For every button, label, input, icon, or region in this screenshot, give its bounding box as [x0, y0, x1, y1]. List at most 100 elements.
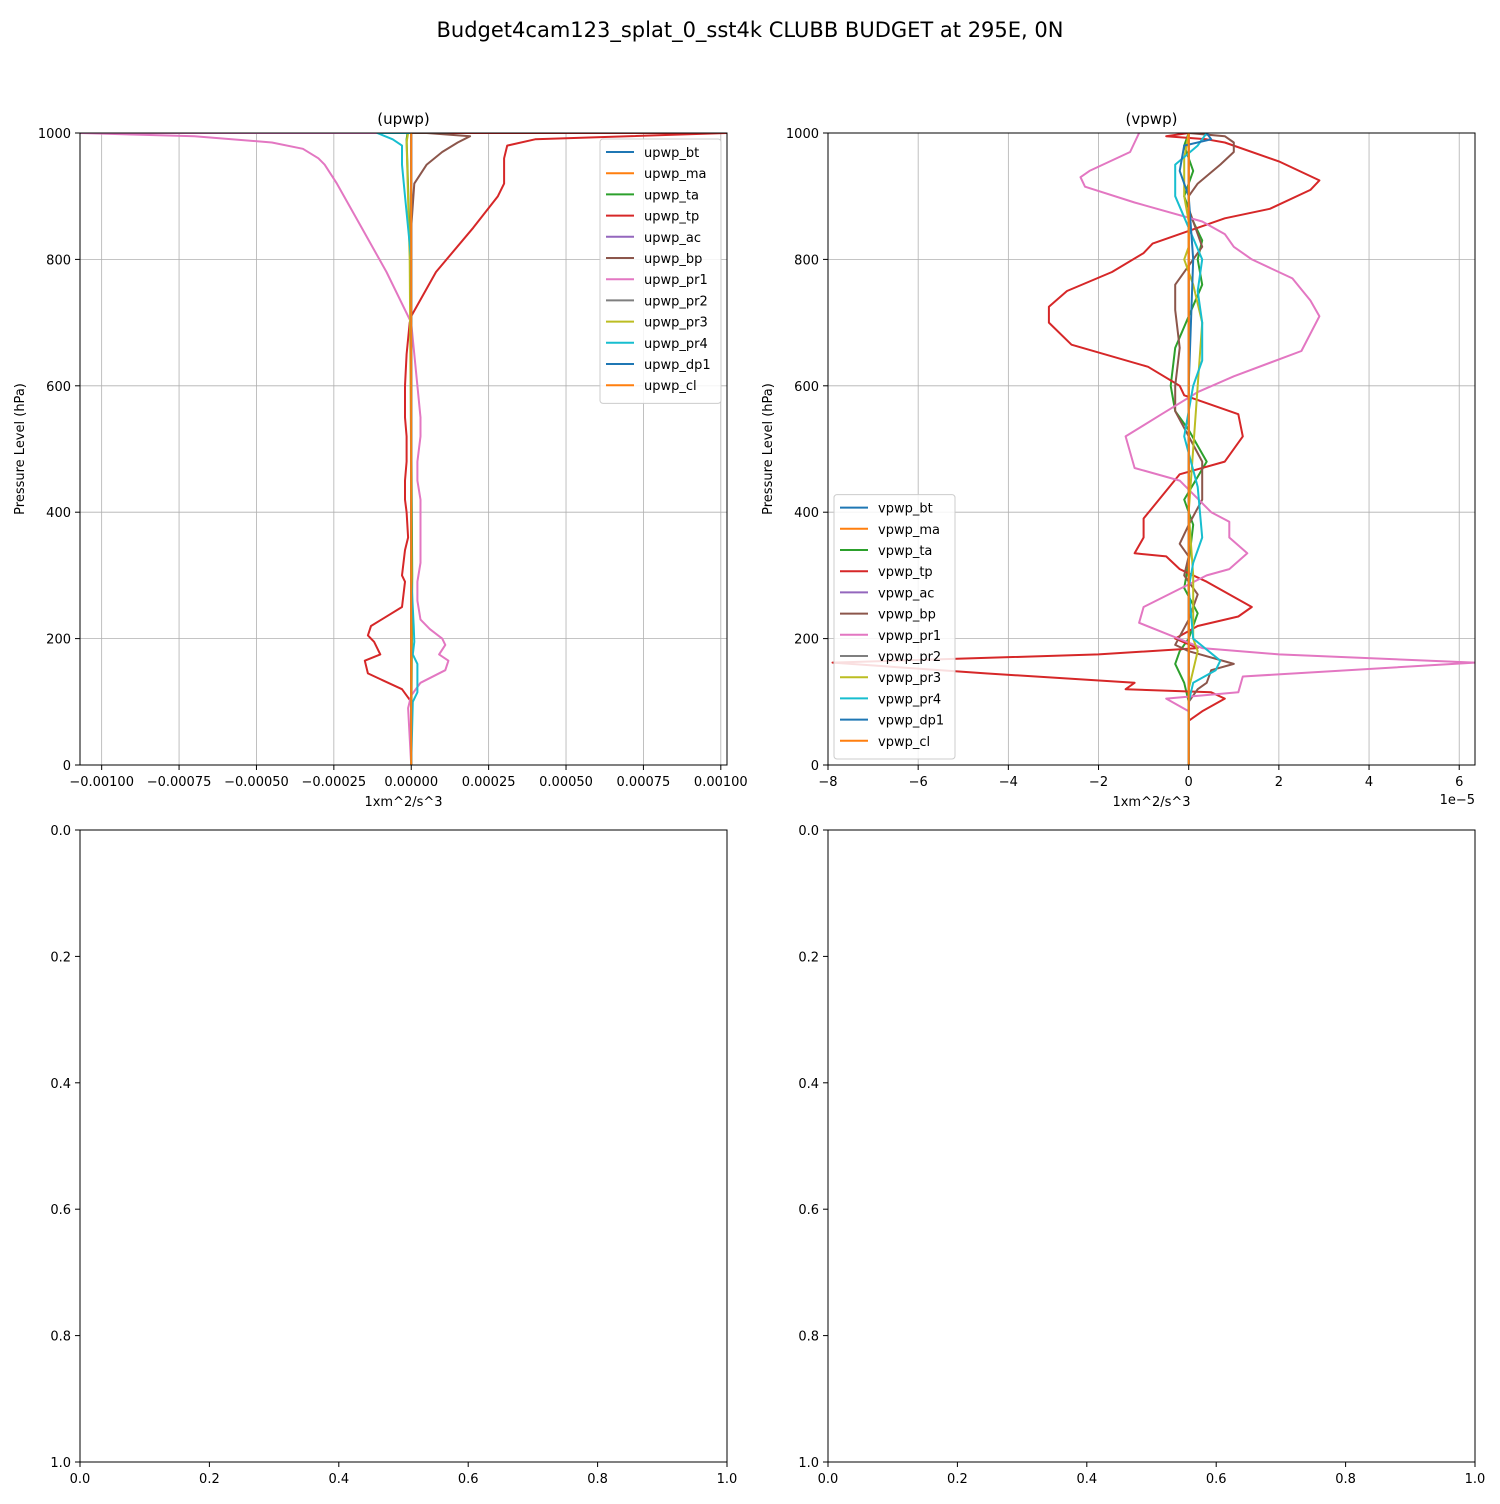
panel-1-xtick-label-2: −0.00050 [224, 775, 289, 790]
legend-label-upwp_pr3: upwp_pr3 [644, 316, 708, 331]
panel-1-xlabel: 1xm^2/s^3 [364, 795, 442, 810]
legend-label-vpwp_pr3: vpwp_pr3 [878, 671, 941, 686]
panel-4-xtick-label-4: 0.8 [1335, 1472, 1356, 1487]
panel-2-ytick-label-4: 800 [794, 253, 819, 268]
legend-label-upwp_bp: upwp_bp [644, 252, 702, 267]
panel-2-xtick-label-4: 0 [1185, 775, 1193, 790]
panel-3-frame [79, 829, 728, 1463]
panel-2-legend: vpwp_bt vpwp_ma vpwp_ta vpwp_tp vpwp_ac vpwp_… [833, 494, 956, 760]
legend-label-vpwp_bp: vpwp_bp [878, 608, 936, 623]
panel-1-xtick-label-0: −0.00100 [69, 775, 134, 790]
panel-2-frame [827, 132, 1476, 766]
series-upwp_pr1 [80, 133, 450, 765]
panel-2-xtick-label-2: −4 [999, 775, 1018, 790]
panel-1-xtick-label-1: −0.00075 [147, 775, 212, 790]
panel-4-ytick-label-5: 1.0 [798, 1456, 819, 1471]
legend-label-upwp_cl: upwp_cl [644, 379, 697, 394]
figure-title: Budget4cam123_splat_0_sst4k CLUBB BUDGET… [437, 18, 1064, 43]
panel-1-ylabel: Pressure Level (hPa) [13, 383, 28, 515]
panel-2: −8 −6 −4 −2 0 2 4 6 0 200 400 600 800 1000 (vpwp) 1xm^2… [761, 110, 1476, 810]
panel-1-frame [79, 132, 728, 766]
panel-3-xtick-label-3: 0.6 [458, 1472, 479, 1487]
panel-3: 0.0 0.2 0.4 0.6 0.8 1.00.00.20.40.60.81.0 [50, 824, 737, 1487]
panel-2-xtick-label-6: 4 [1365, 775, 1373, 790]
legend-label-upwp_bt: upwp_bt [644, 146, 699, 161]
legend-label-upwp_dp1: upwp_dp1 [644, 358, 711, 373]
panel-2-xtick-label-5: 2 [1275, 775, 1283, 790]
panel-4-xtick-label-5: 1.0 [1465, 1472, 1486, 1487]
panel-1-ytick-label-1: 200 [46, 633, 71, 648]
legend-label-vpwp_bt: vpwp_bt [878, 502, 933, 517]
panel-1-xtick-label-3: −0.00025 [302, 775, 367, 790]
panel-3-ytick-label-2: 0.4 [50, 1077, 71, 1092]
panel-2-series [831, 133, 1475, 765]
panel-4-ytick-label-2: 0.4 [798, 1077, 819, 1092]
legend-label-vpwp_ac: vpwp_ac [878, 586, 934, 601]
panel-1-xtick-label-8: 0.00100 [694, 775, 748, 790]
panel-4-xtick-label-0: 0.0 [818, 1472, 839, 1487]
panel-2-xtick-label-0: −8 [818, 775, 837, 790]
panel-4-ytick-label-4: 0.8 [798, 1330, 819, 1345]
legend-label-vpwp_dp1: vpwp_dp1 [878, 714, 944, 729]
legend-label-vpwp_tp: vpwp_tp [878, 565, 933, 580]
series-upwp_bp [410, 133, 472, 765]
legend-label-upwp_pr2: upwp_pr2 [644, 294, 708, 309]
legend-label-vpwp_ma: vpwp_ma [878, 523, 940, 538]
panel-2-offset-label: 1e−5 [1440, 793, 1475, 808]
legend-label-vpwp_pr1: vpwp_pr1 [878, 629, 941, 644]
panel-2-xtick-label-3: −2 [1089, 775, 1108, 790]
panel-2-xtick-label-1: −6 [909, 775, 928, 790]
panel-1: −0.00100 −0.00075 −0.00050 −0.00025 0.00000 0… [13, 110, 748, 810]
panel-2-xtick-label-7: 6 [1455, 775, 1463, 790]
legend-label-upwp_ac: upwp_ac [644, 231, 701, 246]
panel-1-series [80, 133, 727, 765]
legend-label-vpwp_pr2: vpwp_pr2 [878, 650, 941, 665]
panel-1-title: (upwp) [377, 110, 430, 128]
panel-3-ytick-label-4: 0.8 [50, 1330, 71, 1345]
panel-4-xtick-label-1: 0.2 [947, 1472, 968, 1487]
legend-label-vpwp_pr4: vpwp_pr4 [878, 692, 941, 707]
panel-3-ytick-label-5: 1.0 [50, 1456, 71, 1471]
series-upwp_tp [363, 133, 727, 765]
panel-1-legend-box [599, 138, 722, 404]
panel-2-ytick-label-5: 1000 [786, 127, 819, 142]
series-vpwp_pr1 [1079, 133, 1475, 765]
panel-1-ytick-label-2: 400 [46, 506, 71, 521]
panel-1-xtick-label-4: 0.00000 [384, 775, 438, 790]
legend-label-upwp_ta: upwp_ta [644, 188, 699, 203]
panel-4-xtick-label-3: 0.6 [1206, 1472, 1227, 1487]
panel-2-ytick-label-1: 200 [794, 633, 819, 648]
panel-1-xtick-label-6: 0.00050 [539, 775, 593, 790]
panel-1-ytick-label-5: 1000 [38, 127, 71, 142]
panel-3-ytick-label-3: 0.6 [50, 1203, 71, 1218]
panel-2-ytick-label-2: 400 [794, 506, 819, 521]
legend-label-vpwp_cl: vpwp_cl [878, 735, 930, 750]
panel-2-ylabel: Pressure Level (hPa) [761, 383, 776, 515]
series-vpwp_pr4 [1174, 133, 1222, 765]
panel-4: 0.0 0.2 0.4 0.6 0.8 1.00.00.20.40.60.81.0 [798, 824, 1485, 1487]
panel-2-xlabel: 1xm^2/s^3 [1112, 795, 1190, 810]
panel-1-ytick-label-3: 600 [46, 380, 71, 395]
panel-2-ytick-label-3: 600 [794, 380, 819, 395]
panel-2-ytick-label-0: 0 [811, 759, 819, 774]
panel-1-xtick-label-5: 0.00025 [462, 775, 516, 790]
panel-2-title: (vpwp) [1126, 110, 1178, 128]
panel-1-ytick-label-4: 800 [46, 253, 71, 268]
legend-label-upwp_pr4: upwp_pr4 [644, 337, 708, 352]
panel-3-ytick-label-0: 0.0 [50, 824, 71, 839]
panel-4-xtick-label-2: 0.4 [1076, 1472, 1097, 1487]
legend-label-upwp_pr1: upwp_pr1 [644, 273, 708, 288]
panel-3-xtick-label-4: 0.8 [587, 1472, 608, 1487]
legend-label-vpwp_ta: vpwp_ta [878, 544, 932, 559]
panel-3-xtick-label-2: 0.4 [328, 1472, 349, 1487]
panel-3-ytick-label-1: 0.2 [50, 950, 71, 965]
series-vpwp_bp [1174, 133, 1235, 765]
legend-label-upwp_ma: upwp_ma [644, 167, 707, 182]
panel-3-xtick-label-1: 0.2 [199, 1472, 220, 1487]
panel-4-ytick-label-3: 0.6 [798, 1203, 819, 1218]
panel-1-ytick-label-0: 0 [63, 759, 71, 774]
panel-2-legend-box [833, 494, 956, 760]
panel-3-xtick-label-0: 0.0 [70, 1472, 91, 1487]
